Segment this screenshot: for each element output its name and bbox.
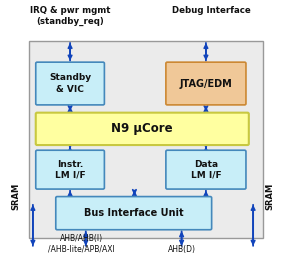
Text: IRQ & pwr mgmt
(standby_req): IRQ & pwr mgmt (standby_req) [30, 6, 110, 26]
FancyBboxPatch shape [36, 62, 104, 105]
Text: SRAM: SRAM [11, 183, 20, 211]
Text: AHB(D): AHB(D) [168, 245, 196, 254]
FancyBboxPatch shape [36, 150, 104, 189]
Bar [29, 41, 263, 238]
Text: Data
LM I/F: Data LM I/F [190, 160, 221, 180]
Text: Debug Interface: Debug Interface [172, 6, 251, 16]
Text: N9 μCore: N9 μCore [112, 122, 173, 135]
Text: JTAG/EDM: JTAG/EDM [180, 78, 232, 89]
Text: SRAM: SRAM [266, 183, 275, 211]
Text: AHB/AHB(I)
/AHB-lite/APB/AXI: AHB/AHB(I) /AHB-lite/APB/AXI [48, 234, 115, 254]
FancyBboxPatch shape [166, 150, 246, 189]
FancyBboxPatch shape [166, 62, 246, 105]
FancyBboxPatch shape [56, 197, 212, 230]
Text: Instr.
LM I/F: Instr. LM I/F [55, 160, 86, 180]
FancyBboxPatch shape [36, 113, 249, 145]
Text: Bus Interface Unit: Bus Interface Unit [84, 208, 184, 218]
Text: Standby
& VIC: Standby & VIC [49, 74, 91, 93]
